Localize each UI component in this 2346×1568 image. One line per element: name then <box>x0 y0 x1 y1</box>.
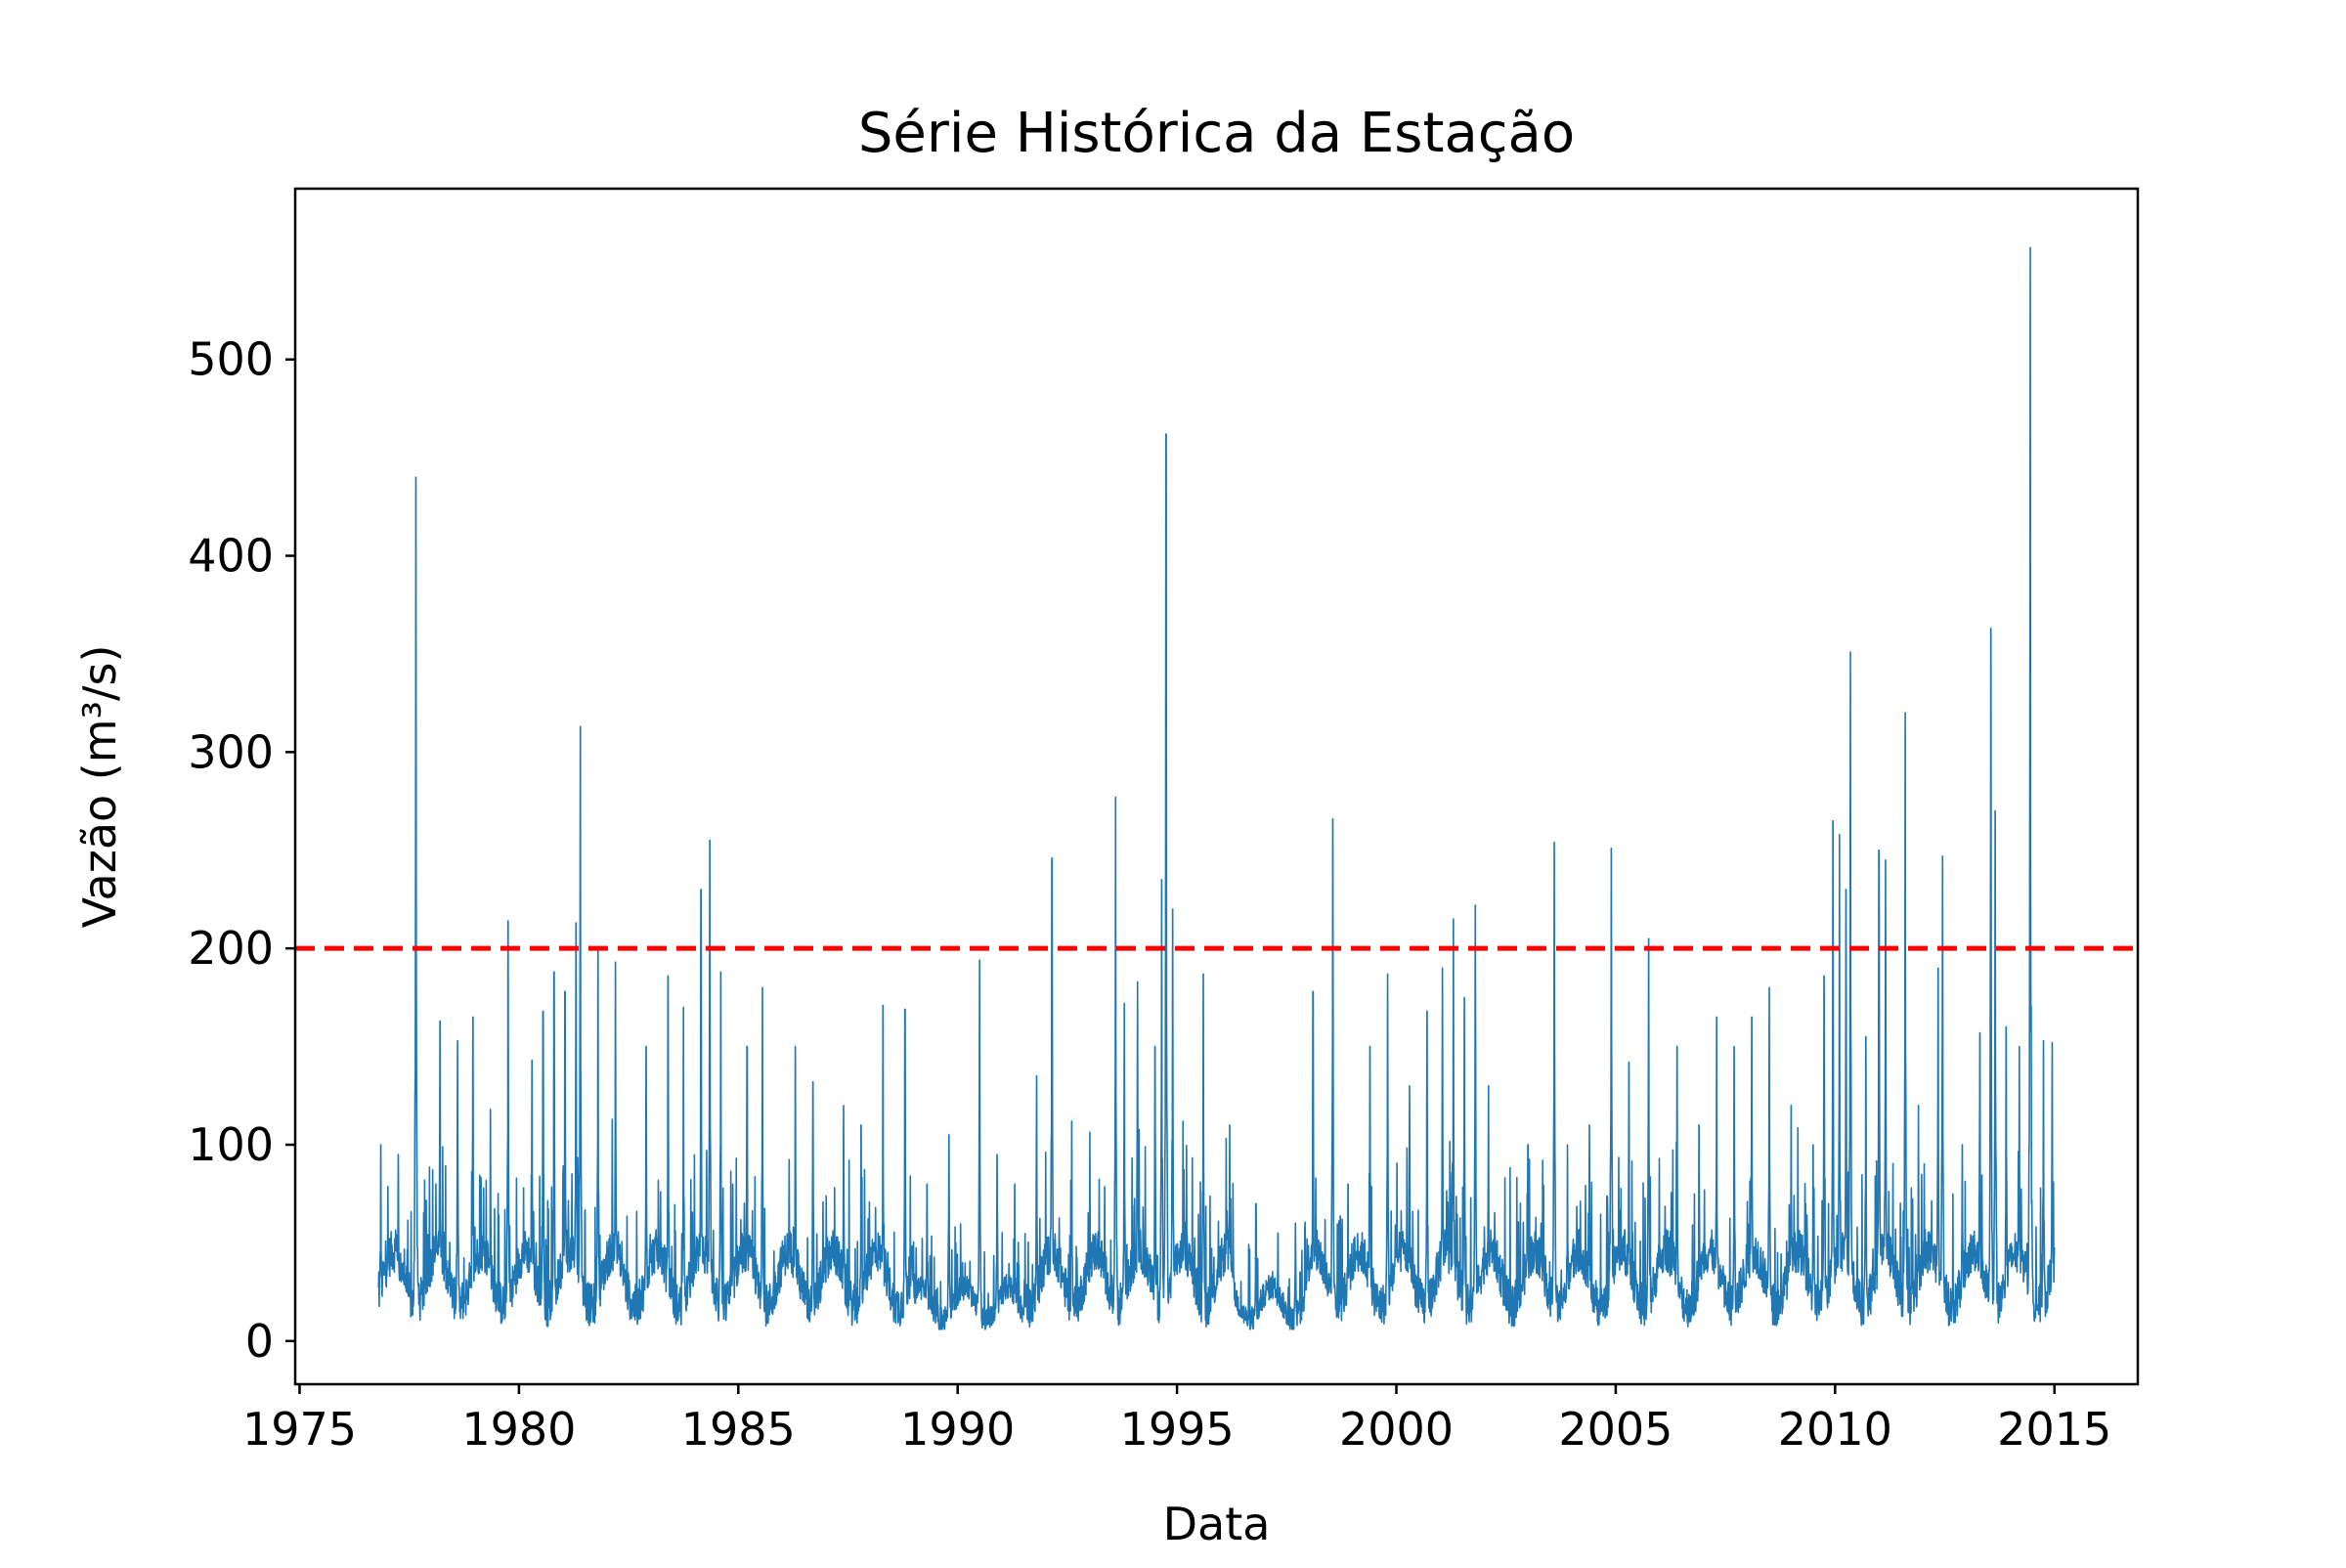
chart-title: Série Histórica da Estação <box>858 102 1575 165</box>
y-tick-label: 200 <box>188 922 274 975</box>
y-tick-label: 400 <box>188 530 274 583</box>
x-axis-label: Data <box>1163 1498 1271 1550</box>
x-tick-label: 2000 <box>1339 1403 1454 1456</box>
x-tick-label: 2015 <box>1997 1403 2111 1456</box>
y-tick-label: 500 <box>188 333 274 386</box>
y-tick-label: 100 <box>188 1118 274 1171</box>
x-tick-label: 1990 <box>900 1403 1015 1456</box>
x-tick-label: 2005 <box>1558 1403 1673 1456</box>
y-axis: 0 100 200 300 400 500 <box>188 333 295 1368</box>
x-tick-label: 1980 <box>461 1403 576 1456</box>
x-axis: 1975 1980 1985 1990 1995 2000 2005 2010 2015 <box>242 1384 2111 1456</box>
x-tick-label: 1985 <box>681 1403 796 1456</box>
y-axis-label: Vazão (m³/s) <box>73 645 126 929</box>
x-tick-label: 1995 <box>1120 1403 1235 1456</box>
series-line <box>377 246 2056 1330</box>
x-tick-label: 2010 <box>1778 1403 1892 1456</box>
y-tick-label: 0 <box>245 1315 274 1368</box>
plot-area-frame <box>293 187 2140 1386</box>
x-tick-label: 1975 <box>242 1403 357 1456</box>
y-tick-label: 300 <box>188 725 274 778</box>
